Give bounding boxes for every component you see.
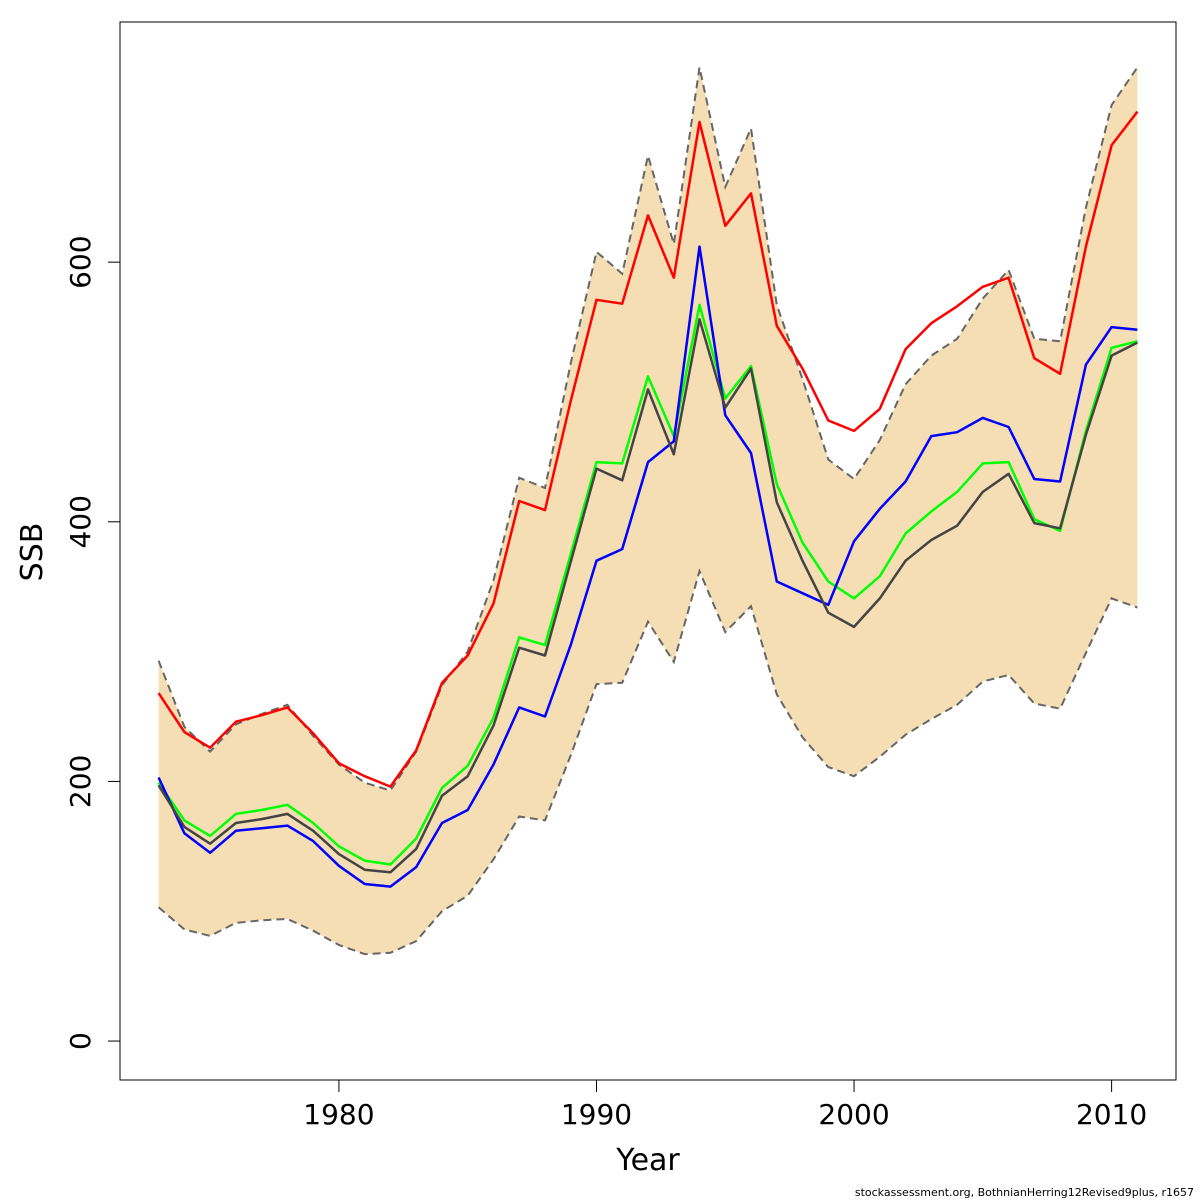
y-tick-label: 400 [64,495,97,548]
band-upper-edge [157,66,1139,792]
series-line [157,245,1138,888]
x-tick-label: 2010 [1076,1098,1147,1131]
x-axis: 1980 1990 2000 2010 [303,1079,1147,1131]
x-tick-label: 2000 [818,1098,889,1131]
band-fill [158,67,1138,955]
series-line [157,110,1139,788]
x-axis-title: Year [615,1143,680,1178]
y-axis-title: SSB [15,523,50,582]
y-tick-label: 600 [64,235,97,288]
series-line [157,318,1138,874]
x-tick-label: 1990 [561,1098,632,1131]
footer-source-text: stockassessment.org, BothnianHerring12Re… [855,1186,1194,1199]
series-lines [157,110,1139,888]
y-axis: 0 200 400 600 [64,235,121,1050]
band-lower-edge [157,568,1138,956]
series-line [157,303,1138,866]
y-tick-label: 200 [64,755,97,808]
y-tick-label: 0 [64,1032,97,1050]
x-tick-label: 1980 [303,1098,374,1131]
confidence-band [157,66,1139,956]
